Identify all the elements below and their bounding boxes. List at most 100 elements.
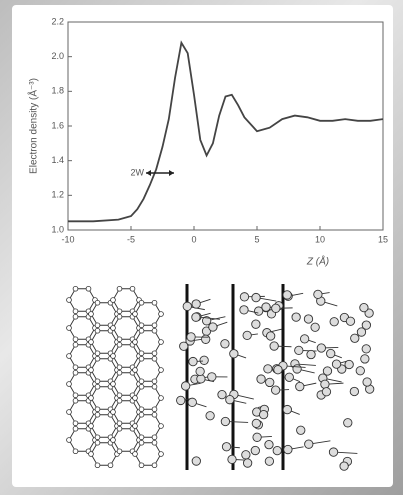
atom — [116, 285, 123, 292]
atom — [138, 299, 145, 306]
molecule — [201, 334, 211, 344]
y-tick-label: 1.8 — [51, 86, 64, 96]
atom — [110, 381, 116, 387]
molecule — [295, 381, 305, 392]
molecule — [180, 381, 191, 391]
atom — [138, 411, 145, 418]
atom — [151, 322, 158, 329]
atom — [138, 327, 145, 334]
atom — [72, 369, 79, 376]
atom — [138, 350, 145, 357]
molecule — [227, 454, 237, 465]
molecule — [220, 339, 230, 349]
molecule — [271, 303, 281, 313]
molecule — [195, 366, 205, 377]
density-curve — [68, 40, 384, 223]
atom — [151, 383, 158, 390]
atom — [138, 322, 145, 329]
atom — [116, 308, 123, 315]
molecule — [343, 418, 353, 428]
molecule — [360, 354, 370, 364]
atom — [72, 420, 79, 427]
atom — [72, 397, 79, 404]
atom — [116, 392, 123, 399]
atom — [88, 311, 94, 317]
molecule — [292, 364, 302, 374]
atom — [94, 355, 101, 362]
atom — [151, 434, 158, 441]
molecule — [239, 305, 249, 315]
molecule — [266, 331, 276, 341]
molecule — [331, 359, 342, 369]
y-tick-label: 1.0 — [51, 224, 64, 234]
atom — [94, 327, 101, 334]
atom — [94, 411, 101, 418]
y-tick-label: 1.4 — [51, 155, 64, 165]
atom — [138, 439, 145, 446]
x-tick-label: 0 — [191, 234, 196, 244]
atom — [88, 423, 94, 429]
molecule — [188, 356, 198, 367]
molecule — [359, 302, 369, 313]
molecule — [221, 442, 232, 452]
molecule — [201, 316, 212, 326]
molecule — [208, 322, 218, 332]
atom — [94, 406, 101, 413]
atom — [158, 423, 164, 429]
molecule — [313, 289, 323, 300]
molecule — [273, 365, 283, 375]
atom — [116, 397, 123, 404]
atom — [66, 409, 72, 415]
molecule — [220, 416, 231, 427]
x-tick-label: 10 — [315, 234, 325, 244]
atom — [72, 425, 79, 432]
molecule — [270, 385, 281, 395]
molecule — [291, 312, 301, 322]
atom — [72, 341, 79, 348]
atom — [116, 364, 123, 371]
atom — [151, 327, 158, 334]
atom — [132, 395, 138, 401]
molecule — [361, 320, 372, 330]
molecule — [272, 445, 282, 456]
molecule — [356, 327, 367, 337]
molecule — [191, 312, 201, 322]
molecule — [263, 364, 273, 374]
atom — [151, 411, 158, 418]
molecule — [187, 397, 197, 407]
molecule — [362, 377, 372, 387]
atom — [132, 367, 138, 373]
atom — [116, 341, 123, 348]
atom — [94, 322, 101, 329]
atom — [158, 367, 164, 373]
atom — [94, 383, 101, 390]
molecule — [355, 366, 365, 376]
atom — [151, 355, 158, 362]
molecule — [199, 355, 209, 365]
molecule — [339, 461, 349, 471]
molecule — [251, 319, 261, 329]
molecule — [251, 418, 261, 429]
molecule — [269, 341, 279, 351]
x-tick-label: -5 — [127, 234, 135, 244]
atom — [88, 339, 94, 345]
y-axis-label: Electron density (Å⁻³) — [27, 78, 40, 174]
atom — [66, 437, 72, 443]
atom — [110, 297, 116, 303]
atom — [72, 364, 79, 371]
atom — [116, 420, 123, 427]
molecule — [182, 301, 192, 311]
atom — [138, 406, 145, 413]
atom — [66, 381, 72, 387]
y-tick-label: 2.2 — [51, 16, 64, 26]
atom — [151, 378, 158, 385]
atom — [158, 311, 164, 317]
atom — [116, 369, 123, 376]
atom — [94, 350, 101, 357]
atom — [116, 336, 123, 343]
molecule — [310, 322, 320, 332]
atom — [72, 308, 79, 315]
atom — [72, 392, 79, 399]
molecule — [242, 330, 252, 341]
atom — [88, 395, 94, 401]
